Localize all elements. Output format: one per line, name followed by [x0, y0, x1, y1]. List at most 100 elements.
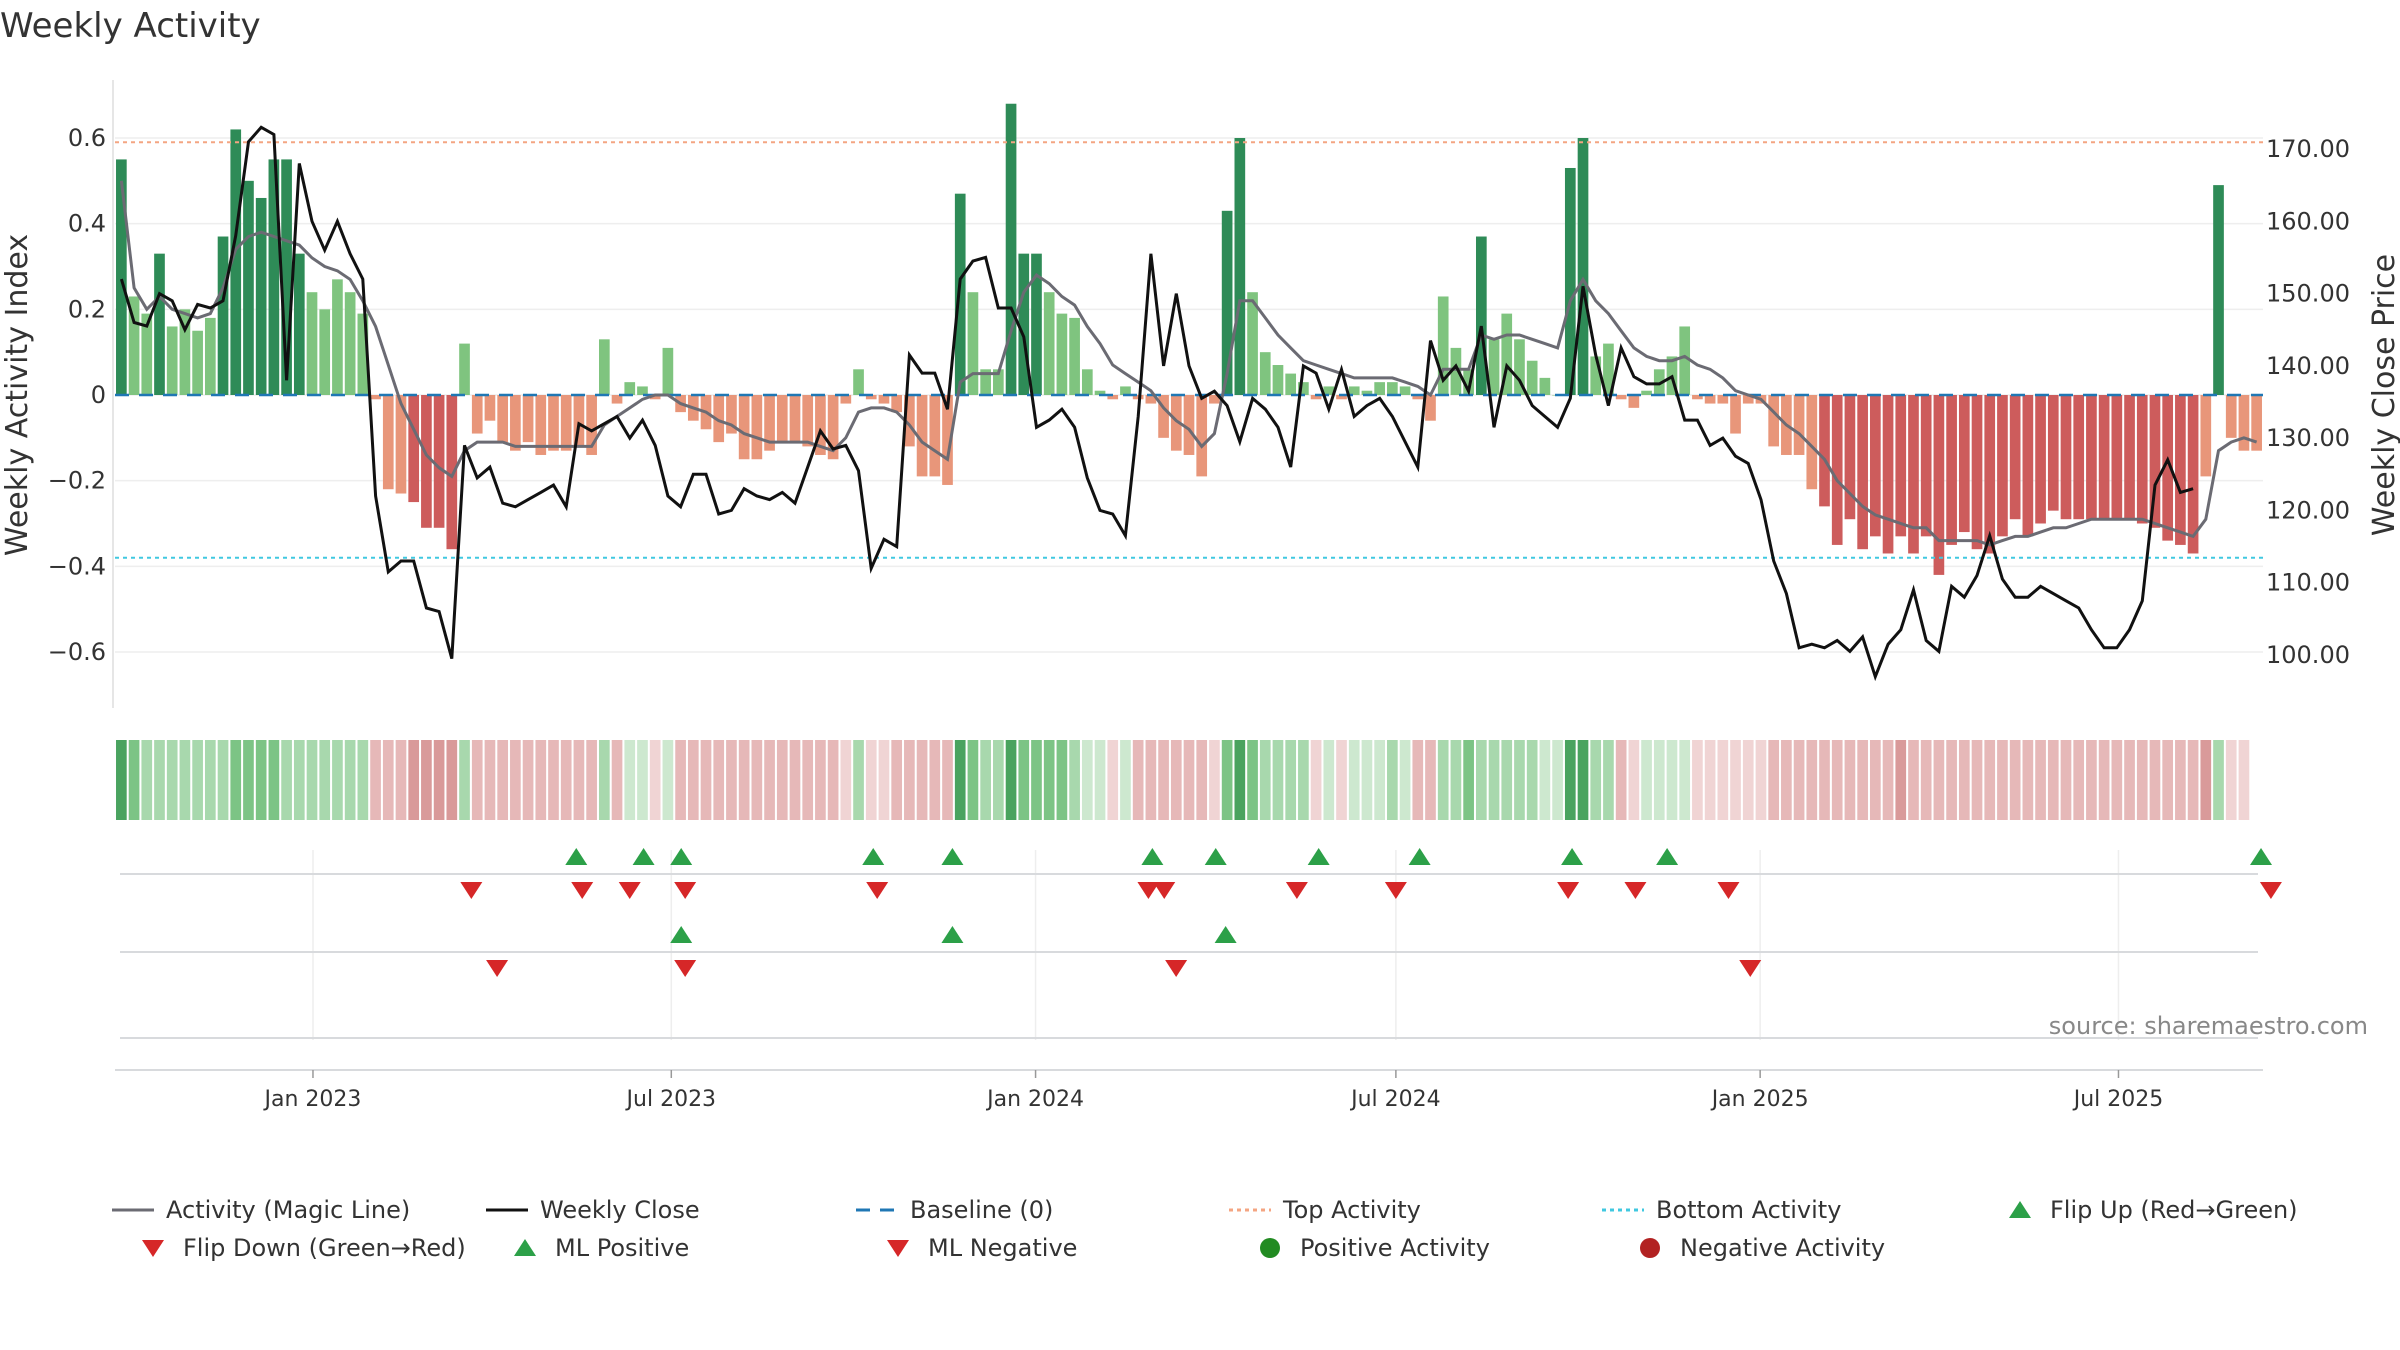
- strip-cell: [421, 740, 432, 820]
- strip-cell: [1806, 740, 1818, 820]
- activity-bar: [230, 129, 242, 395]
- strip-cell: [1450, 740, 1462, 820]
- strip-cell: [1463, 740, 1474, 820]
- activity-bar: [1005, 103, 1017, 395]
- strip-cell: [2060, 740, 2072, 820]
- strip-cell: [1069, 740, 1080, 820]
- strip-cell: [166, 740, 178, 820]
- strip-cell: [1005, 740, 1017, 820]
- strip-cell: [459, 740, 470, 820]
- strip-cell: [522, 740, 534, 820]
- activity-bar: [1692, 395, 1703, 400]
- legend-swatch: [142, 1240, 164, 1257]
- activity-bar: [1145, 395, 1157, 404]
- activity-bar: [1259, 352, 1271, 395]
- legend-swatch: [1260, 1238, 1280, 1258]
- activity-bar: [1209, 395, 1220, 404]
- activity-bar: [1577, 138, 1589, 395]
- strip-cell: [332, 740, 343, 820]
- y-tick-label: 0.2: [68, 295, 106, 323]
- strip-cell: [2035, 740, 2046, 820]
- strip-cell: [993, 740, 1004, 820]
- strip-cell: [916, 740, 928, 820]
- activity-bar: [1641, 390, 1652, 395]
- activity-bar: [1170, 395, 1182, 451]
- flip-up-marker: [1141, 848, 1164, 865]
- activity-bar: [1094, 390, 1106, 395]
- strip-cell: [1755, 740, 1767, 820]
- strip-cell: [433, 740, 445, 820]
- strip-cell: [1298, 740, 1309, 820]
- activity-bar: [980, 369, 991, 395]
- strip-cell: [611, 740, 623, 820]
- x-tick-label: Jul 2024: [1349, 1087, 1441, 1112]
- activity-bar: [1920, 395, 1932, 537]
- strip-cell: [344, 740, 356, 820]
- activity-bar: [1831, 395, 1843, 545]
- y2-axis-label: Weekly Close Price: [2367, 254, 2400, 536]
- strip-cell: [764, 740, 775, 820]
- activity-bar: [598, 339, 610, 395]
- activity-bar: [2047, 395, 2059, 511]
- flip-up-marker: [670, 848, 693, 865]
- strip-cell: [624, 740, 636, 820]
- strip-cell: [840, 740, 852, 820]
- y-tick-label: 0.6: [68, 124, 106, 152]
- strip-cell: [1717, 740, 1729, 820]
- activity-bar: [1933, 395, 1945, 575]
- strip-cell: [1387, 740, 1398, 820]
- legend-label: Weekly Close: [540, 1196, 700, 1224]
- flip-up-marker: [1656, 848, 1679, 865]
- activity-bar: [1132, 395, 1144, 400]
- strip-cell: [878, 740, 890, 820]
- activity-bar: [357, 313, 369, 395]
- strip-cell: [1501, 740, 1513, 820]
- activity-bar: [2035, 395, 2046, 524]
- activity-bar: [2225, 395, 2237, 438]
- activity-bar: [421, 395, 432, 528]
- activity-bar: [2124, 395, 2135, 520]
- activity-bar: [1336, 395, 1347, 400]
- strip-cell: [1590, 740, 1602, 820]
- activity-bar: [1870, 395, 1881, 537]
- strip-cell: [1933, 740, 1945, 820]
- strip-cell: [128, 740, 140, 820]
- legend-label: Negative Activity: [1680, 1234, 1885, 1262]
- strip-cell: [1120, 740, 1131, 820]
- y-tick-label: 0: [91, 381, 106, 409]
- activity-bar: [1984, 395, 1996, 554]
- strip-cell: [2124, 740, 2135, 820]
- strip-cell: [1831, 740, 1843, 820]
- reference-lines: [115, 141, 2263, 559]
- activity-bar: [1437, 296, 1449, 395]
- flip-up-marker: [862, 848, 885, 865]
- activity-bar: [967, 292, 979, 395]
- activity-bar: [243, 180, 254, 395]
- strip-cell: [484, 740, 496, 820]
- legend-swatch: [1640, 1238, 1660, 1258]
- y2-tick-label: 120.00: [2266, 496, 2350, 524]
- strip-cell: [1107, 740, 1119, 820]
- activity-bar: [1908, 395, 1919, 554]
- strip-cell: [586, 740, 597, 820]
- y2-tick-label: 100.00: [2266, 641, 2350, 669]
- flip-down-marker: [1153, 882, 1176, 899]
- strip-cell: [637, 740, 648, 820]
- strip-cell: [255, 740, 267, 820]
- strip-cell: [2149, 740, 2161, 820]
- strip-cell: [268, 740, 280, 820]
- strip-cell: [2009, 740, 2021, 820]
- strip-cell: [1145, 740, 1157, 820]
- activity-bar: [1603, 343, 1614, 395]
- activity-bar: [204, 317, 216, 395]
- legend-label: Positive Activity: [1300, 1234, 1490, 1262]
- legend-label: Flip Down (Green→Red): [183, 1234, 466, 1262]
- strip-cell: [1031, 740, 1042, 820]
- activity-bar: [1704, 395, 1716, 404]
- strip-cell: [1984, 740, 1996, 820]
- activity-bar: [1183, 395, 1195, 455]
- flip-down-marker: [1285, 882, 1308, 899]
- flip-down-marker: [1624, 882, 1647, 899]
- strip-cell: [1844, 740, 1856, 820]
- legend-swatch: [514, 1239, 536, 1256]
